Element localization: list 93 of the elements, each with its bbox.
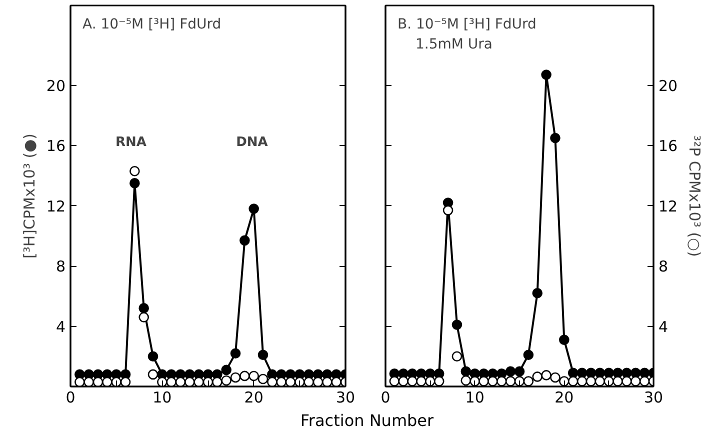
- point: [84, 376, 94, 386]
- point: [148, 351, 158, 362]
- x-tick-label: 30: [644, 388, 664, 406]
- annotation: DNA: [236, 135, 268, 150]
- point: [194, 376, 204, 386]
- y-tick-label: 20: [46, 76, 66, 95]
- point: [460, 375, 472, 386]
- point: [541, 370, 552, 380]
- point: [276, 376, 286, 386]
- point: [389, 376, 400, 386]
- point: [568, 376, 578, 386]
- point: [175, 376, 186, 386]
- point: [258, 374, 268, 384]
- point: [267, 376, 278, 386]
- point: [304, 376, 314, 386]
- point: [102, 376, 112, 386]
- point: [630, 376, 641, 386]
- x-tick-label: 20: [244, 388, 264, 406]
- point: [138, 303, 149, 314]
- point: [586, 376, 596, 386]
- text: 1.5mM Ura: [416, 36, 493, 52]
- point: [248, 204, 259, 214]
- point: [258, 350, 268, 360]
- point: [212, 376, 222, 386]
- point: [505, 376, 516, 386]
- point: [248, 370, 259, 382]
- point: [130, 166, 140, 176]
- point: [442, 205, 454, 216]
- point: [550, 372, 560, 383]
- point: [460, 366, 472, 377]
- y2-tick-label: 4: [658, 318, 668, 336]
- point: [285, 376, 296, 386]
- point: [559, 334, 570, 345]
- x-axis-title: Fraction Number: [300, 410, 434, 432]
- y-tick-label: 4: [56, 318, 66, 336]
- point: [138, 312, 149, 322]
- y2-axis-title: ³²P CPMx10³ (○): [686, 135, 704, 257]
- point: [312, 376, 324, 386]
- y-axis-title: [³H]CPMx10³ (●): [20, 134, 38, 258]
- point: [612, 376, 623, 386]
- point: [148, 369, 158, 380]
- point: [166, 376, 176, 386]
- point: [452, 320, 462, 330]
- x-tick-label: 10: [152, 388, 172, 406]
- point: [550, 132, 560, 144]
- point: [240, 235, 250, 246]
- point: [398, 376, 409, 386]
- x-tick-label: 10: [465, 388, 484, 406]
- point: [331, 376, 342, 386]
- point: [434, 376, 444, 386]
- point: [407, 376, 418, 386]
- point: [523, 350, 534, 360]
- point: [514, 366, 525, 377]
- x-tick-label: 20: [554, 388, 574, 406]
- point: [221, 375, 232, 386]
- x-tick-label: 0: [380, 388, 390, 406]
- text: A. 10⁻⁵M [³H] FdUrd: [82, 16, 222, 32]
- point: [488, 376, 498, 386]
- point: [322, 376, 332, 386]
- point: [532, 372, 543, 382]
- point: [202, 376, 214, 386]
- y2-tick-label: 16: [658, 137, 678, 156]
- point: [221, 364, 232, 376]
- y-tick-label: 8: [56, 258, 66, 276]
- y2-tick-label: 12: [658, 197, 678, 216]
- point: [532, 288, 543, 298]
- point: [452, 351, 462, 362]
- y-tick-label: 16: [46, 137, 66, 156]
- annotation: RNA: [116, 135, 146, 150]
- point: [74, 376, 85, 386]
- text: B. 10⁻⁵M [³H] FdUrd: [398, 16, 536, 32]
- point: [240, 370, 250, 382]
- point: [478, 376, 489, 386]
- point: [622, 376, 632, 386]
- point: [230, 372, 241, 383]
- point: [576, 376, 588, 386]
- point: [120, 376, 131, 386]
- y2-tick-label: 20: [658, 76, 678, 95]
- x-tick-label: 0: [66, 388, 76, 406]
- point: [130, 178, 140, 188]
- x-tick-label: 30: [336, 388, 356, 406]
- point: [230, 348, 241, 359]
- point: [184, 376, 195, 386]
- point: [639, 376, 650, 386]
- point: [505, 366, 516, 377]
- point: [496, 376, 507, 386]
- point: [541, 70, 552, 80]
- y-tick-label: 12: [46, 197, 66, 216]
- point: [416, 376, 426, 386]
- point: [594, 376, 606, 386]
- point: [92, 376, 104, 386]
- y2-tick-label: 8: [658, 258, 668, 276]
- point: [523, 376, 534, 386]
